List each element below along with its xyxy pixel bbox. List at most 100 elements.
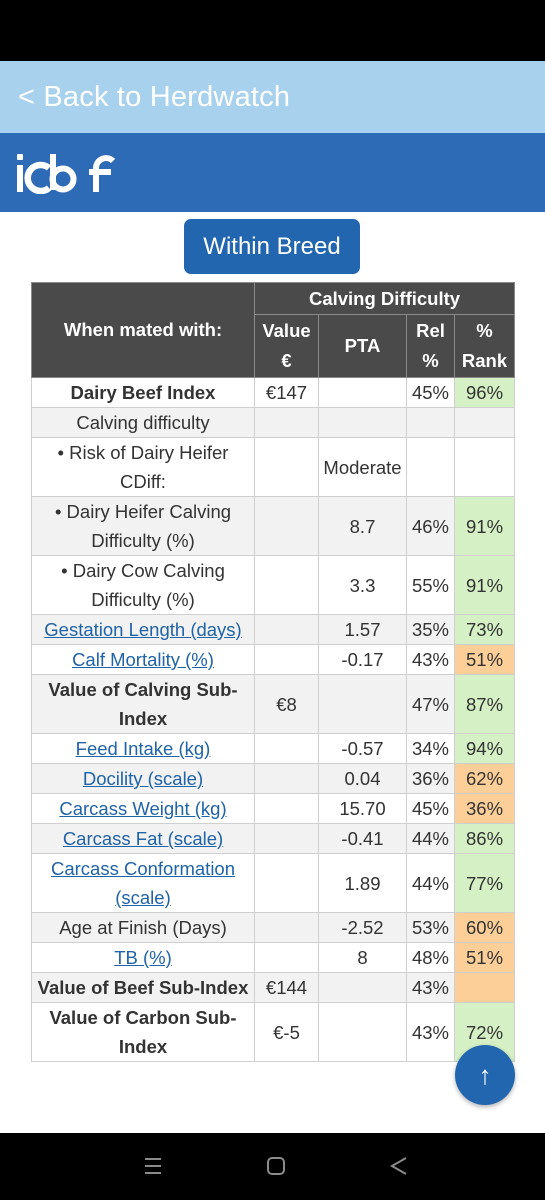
- row-rel: 35%: [406, 614, 455, 645]
- row-value: [254, 644, 319, 675]
- row-rel: 45%: [406, 377, 455, 408]
- back-icon[interactable]: [384, 1151, 414, 1181]
- row-rank: 96%: [453, 377, 516, 408]
- trait-link-tb[interactable]: TB (%): [114, 947, 172, 968]
- table-row: TB (%) 8 48% 51%: [31, 942, 516, 973]
- table-row: • Dairy Heifer Calving Difficulty (%) 8.…: [31, 496, 516, 556]
- row-value: [254, 496, 319, 556]
- table-row: Calving difficulty: [31, 407, 516, 438]
- trait-link-carcass-weight[interactable]: Carcass Weight (kg): [59, 798, 227, 819]
- navigation-bar: [0, 1133, 545, 1200]
- row-rel: 43%: [406, 972, 455, 1003]
- row-rank: 87%: [453, 674, 516, 734]
- row-pta: 3.3: [318, 555, 407, 615]
- row-label: Value of Carbon Sub-Index: [31, 1002, 255, 1062]
- arrow-up-icon: ↑: [478, 1059, 492, 1090]
- header-rel: Rel %: [406, 314, 455, 378]
- header-value: Value €: [254, 314, 319, 378]
- row-rank: 62%: [453, 763, 516, 794]
- row-rank: 91%: [453, 496, 516, 556]
- table-row: Carcass Fat (scale) -0.41 44% 86%: [31, 823, 516, 854]
- row-rank: 91%: [453, 555, 516, 615]
- row-rank: 73%: [453, 614, 516, 645]
- row-label: • Dairy Cow Calving Difficulty (%): [31, 555, 255, 615]
- trait-link-gestation-length[interactable]: Gestation Length (days): [44, 619, 242, 640]
- row-pta: -0.41: [318, 823, 407, 854]
- row-rel: 36%: [406, 763, 455, 794]
- row-rel: 53%: [406, 912, 455, 943]
- row-pta: [318, 407, 407, 438]
- header-bar: [0, 133, 545, 212]
- row-rank: 36%: [453, 793, 516, 824]
- trait-link-feed-intake[interactable]: Feed Intake (kg): [75, 738, 211, 759]
- trait-link-carcass-conformation[interactable]: Carcass Conformation (scale): [50, 858, 236, 908]
- row-pta: -0.17: [318, 644, 407, 675]
- trait-link-calf-mortality[interactable]: Calf Mortality (%): [72, 649, 214, 670]
- row-pta: -0.57: [318, 733, 407, 764]
- table-row: • Dairy Cow Calving Difficulty (%) 3.3 5…: [31, 555, 516, 615]
- row-pta: 8.7: [318, 496, 407, 556]
- row-value: €8: [254, 674, 319, 734]
- row-rel: 48%: [406, 942, 455, 973]
- row-rank: 77%: [453, 853, 516, 913]
- home-icon[interactable]: [261, 1151, 291, 1181]
- icbf-logo: [17, 153, 116, 194]
- row-pta: [318, 972, 407, 1003]
- row-pta: 1.57: [318, 614, 407, 645]
- back-bar: < Back to Herdwatch: [0, 61, 545, 133]
- table-row: Value of Carbon Sub-Index €-5 43% 72%: [31, 1002, 516, 1062]
- row-value: [254, 763, 319, 794]
- back-to-herdwatch-link[interactable]: < Back to Herdwatch: [18, 80, 291, 113]
- row-rel: 55%: [406, 555, 455, 615]
- row-value: [254, 555, 319, 615]
- row-rel: [406, 437, 455, 497]
- row-value: [254, 614, 319, 645]
- table-row: Dairy Beef Index €147 45% 96%: [31, 377, 516, 408]
- recent-apps-icon[interactable]: [138, 1151, 168, 1181]
- row-value: €-5: [254, 1002, 319, 1062]
- row-label: Calf Mortality (%): [31, 644, 255, 675]
- row-value: €144: [254, 972, 319, 1003]
- table-row: Calf Mortality (%) -0.17 43% 51%: [31, 644, 516, 675]
- row-pta: [318, 674, 407, 734]
- table-row: • Risk of Dairy Heifer CDiff: Moderate: [31, 437, 516, 497]
- row-pta: 1.89: [318, 853, 407, 913]
- within-breed-button[interactable]: Within Breed: [184, 219, 360, 274]
- row-rel: 43%: [406, 644, 455, 675]
- row-rank: 94%: [453, 733, 516, 764]
- trait-link-docility[interactable]: Docility (scale): [82, 768, 204, 789]
- table-row: Carcass Conformation (scale) 1.89 44% 77…: [31, 853, 516, 913]
- table-row: Value of Beef Sub-Index €144 43%: [31, 972, 516, 1003]
- row-value: [254, 942, 319, 973]
- row-label: Dairy Beef Index: [31, 377, 255, 408]
- row-value: [254, 733, 319, 764]
- row-label: Docility (scale): [31, 763, 255, 794]
- row-pta: [318, 377, 407, 408]
- scroll-to-top-button[interactable]: ↑: [455, 1045, 515, 1105]
- row-label: Carcass Conformation (scale): [31, 853, 255, 913]
- row-pta: -2.52: [318, 912, 407, 943]
- row-rel: 34%: [406, 733, 455, 764]
- calving-difficulty-table: When mated with: Calving Difficulty Valu…: [31, 282, 516, 1062]
- header-mated-with: When mated with:: [31, 282, 255, 378]
- row-pta: 15.70: [318, 793, 407, 824]
- row-rel: [406, 407, 455, 438]
- table-row: Value of Calving Sub-Index €8 47% 87%: [31, 674, 516, 734]
- row-label: Value of Beef Sub-Index: [31, 972, 255, 1003]
- toggle-area: Within Breed: [0, 212, 545, 282]
- row-label: Calving difficulty: [31, 407, 255, 438]
- table-row: Feed Intake (kg) -0.57 34% 94%: [31, 733, 516, 764]
- row-rel: 44%: [406, 823, 455, 854]
- row-label: • Dairy Heifer Calving Difficulty (%): [31, 496, 255, 556]
- row-pta: 8: [318, 942, 407, 973]
- row-value: [254, 437, 319, 497]
- table-row: Carcass Weight (kg) 15.70 45% 36%: [31, 793, 516, 824]
- row-rel: 44%: [406, 853, 455, 913]
- row-label: TB (%): [31, 942, 255, 973]
- row-rank: 51%: [453, 942, 516, 973]
- header-rank: % Rank: [453, 314, 516, 378]
- row-rel: 43%: [406, 1002, 455, 1062]
- row-value: [254, 912, 319, 943]
- trait-link-carcass-fat[interactable]: Carcass Fat (scale): [62, 828, 224, 849]
- row-rank: 86%: [453, 823, 516, 854]
